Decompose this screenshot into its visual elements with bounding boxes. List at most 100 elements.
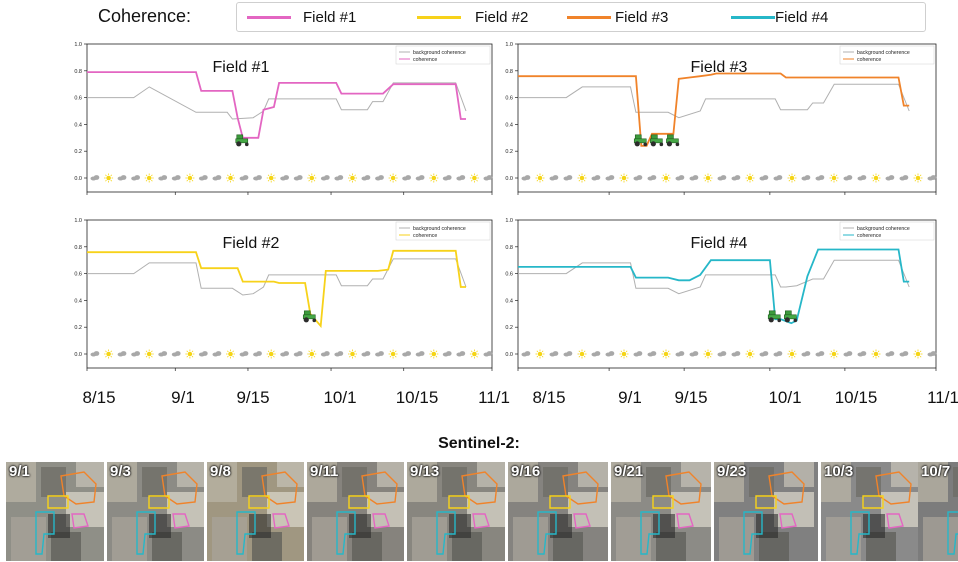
cloud-icon xyxy=(456,175,466,181)
cloud-icon xyxy=(90,175,100,181)
thumbnail-date-label: 9/21 xyxy=(614,463,644,480)
field-1-outline xyxy=(472,513,490,529)
y-tick-label: 0.0 xyxy=(74,176,82,182)
thumbnail-date-label: 10/3 xyxy=(824,463,854,480)
cloud-icon xyxy=(549,351,559,357)
cloud-icon xyxy=(334,175,344,181)
field-2-outline xyxy=(448,495,470,509)
field-4-outline xyxy=(136,511,156,555)
legend-entry: coherence xyxy=(857,57,881,63)
field-4-outline xyxy=(850,511,870,555)
background-coherence-line xyxy=(87,258,467,296)
sentinel-thumbnail: 10/3 xyxy=(821,462,918,561)
cloud-icon xyxy=(375,351,384,357)
sun-icon xyxy=(429,349,439,359)
plot-frame xyxy=(517,43,937,193)
tractor-icon xyxy=(235,134,249,147)
chart-field-3: 0.0 0.2 0.4 0.6 0.8 1.0 Field #3 background coh… xyxy=(505,42,937,195)
cloud-icon xyxy=(293,175,303,181)
thumbnail-date-label: 9/23 xyxy=(717,463,747,480)
cloud-icon xyxy=(591,351,601,357)
cloud-icon xyxy=(158,175,168,181)
cloud-icon xyxy=(717,175,727,181)
sun-icon xyxy=(104,349,114,359)
thumbnail-date-label: 9/16 xyxy=(511,463,541,480)
cloud-icon xyxy=(117,175,127,181)
cloud-icon xyxy=(815,351,825,357)
thumbnail-date-label: 9/13 xyxy=(410,463,440,480)
sun-icon xyxy=(266,173,276,183)
cloud-icon xyxy=(415,351,425,357)
field-2-outline xyxy=(47,495,69,509)
cloud-icon xyxy=(198,175,208,181)
thumbnail-date-label: 10/7 xyxy=(921,463,951,480)
cloud-icon xyxy=(415,175,425,181)
x-tick-label: 9/1 xyxy=(171,388,195,407)
cloud-icon xyxy=(171,175,181,181)
y-tick-label: 0.8 xyxy=(505,69,513,75)
thumbnail-date-label: 9/3 xyxy=(110,463,131,480)
cloud-icon xyxy=(280,351,289,357)
satellite-image xyxy=(6,462,104,561)
sun-icon xyxy=(913,349,923,359)
y-tick-label: 0.2 xyxy=(74,325,82,331)
legend-label: Field #1 xyxy=(303,9,357,26)
satellite-image xyxy=(508,462,608,561)
satellite-image xyxy=(107,462,204,561)
sun-icon xyxy=(703,349,713,359)
cloud-icon xyxy=(885,175,895,181)
cloud-icon xyxy=(759,351,769,357)
y-tick-label: 1.0 xyxy=(74,42,82,48)
chart-title: Field #4 xyxy=(691,235,748,252)
sun-icon xyxy=(829,349,839,359)
cloud-icon xyxy=(843,351,853,357)
satellite-image xyxy=(307,462,404,561)
cloud-icon xyxy=(483,351,493,357)
legend-entry: background coherence xyxy=(413,50,466,56)
cloud-icon xyxy=(456,351,466,357)
sun-icon xyxy=(185,349,195,359)
cloud-icon xyxy=(647,175,657,181)
sentinel-thumbnail: 9/11 xyxy=(307,462,404,561)
satellite-image xyxy=(714,462,818,561)
x-tick-label: 8/15 xyxy=(532,388,566,407)
sun-icon xyxy=(388,173,398,183)
cloud-icon xyxy=(442,351,452,357)
cloud-icon xyxy=(549,175,559,181)
sun-icon xyxy=(577,349,587,359)
y-tick-label: 0.4 xyxy=(74,298,82,304)
y-tick-label: 0.6 xyxy=(74,272,82,278)
sun-icon xyxy=(703,173,713,183)
sun-icon xyxy=(388,349,398,359)
cloud-icon xyxy=(361,351,371,357)
cloud-icon xyxy=(563,351,573,357)
thumbnail-date-label: 9/1 xyxy=(9,463,30,480)
coherence-line xyxy=(87,249,466,329)
cloud-icon xyxy=(605,351,615,357)
cloud-icon xyxy=(521,175,531,181)
thumbnail-date-label: 9/8 xyxy=(210,463,231,480)
cloud-icon xyxy=(171,351,181,357)
field-4-outline xyxy=(236,511,256,555)
sentinel-title: Sentinel-2: xyxy=(438,435,520,452)
cloud-icon xyxy=(320,351,330,357)
sentinel-thumbnail: 9/1 xyxy=(6,462,104,561)
satellite-image xyxy=(821,462,918,561)
cloud-icon xyxy=(801,175,811,181)
cloud-icon xyxy=(402,175,411,181)
legend-entry: coherence xyxy=(857,233,881,239)
field-1-outline xyxy=(676,513,694,529)
sentinel-thumbnail: 9/3 xyxy=(107,462,204,561)
y-tick-label: 0.8 xyxy=(505,245,513,251)
field-2-outline xyxy=(862,495,884,509)
field-2-outline xyxy=(549,495,571,509)
sun-icon xyxy=(307,173,317,183)
cloud-icon xyxy=(375,175,384,181)
coherence-line xyxy=(87,71,466,139)
x-tick-label: 10/1 xyxy=(768,388,802,407)
y-tick-label: 0.2 xyxy=(505,325,513,331)
background-coherence-line xyxy=(518,259,910,295)
field-4-outline xyxy=(640,511,660,555)
